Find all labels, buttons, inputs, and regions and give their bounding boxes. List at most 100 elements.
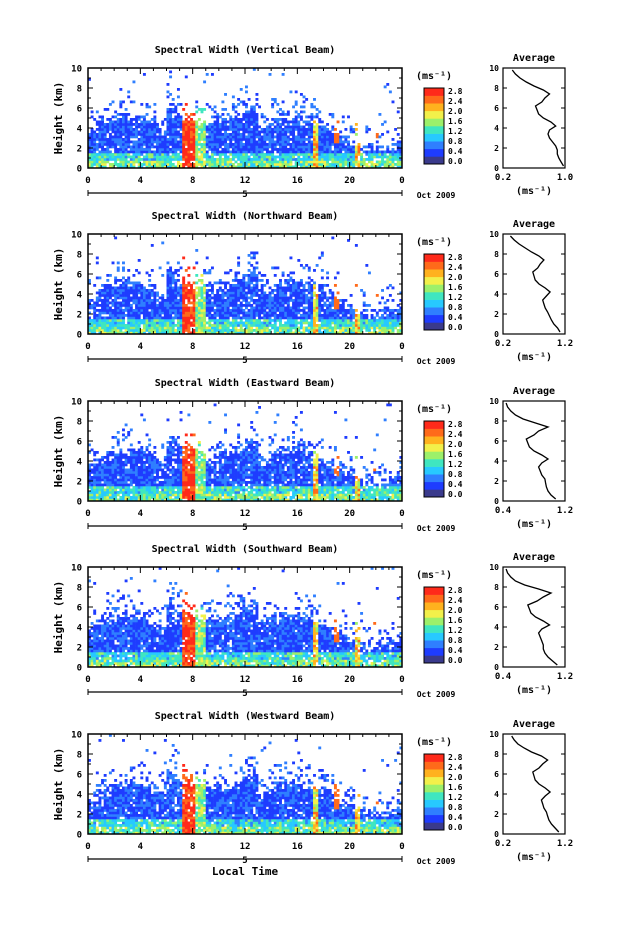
heatmap-cell <box>193 297 196 300</box>
heatmap-cell <box>169 111 172 114</box>
heatmap-cell <box>334 151 337 154</box>
heatmap-cell <box>167 299 170 302</box>
heatmap-cell <box>292 279 295 282</box>
heatmap-cell <box>386 327 389 330</box>
heatmap-cell <box>318 143 321 146</box>
heatmap-cell <box>266 329 269 332</box>
heatmap-cell <box>153 459 156 462</box>
heatmap-cell <box>127 143 130 146</box>
heatmap-cell <box>284 133 287 136</box>
heatmap-cell <box>214 146 217 149</box>
heatmap-cell <box>324 148 327 151</box>
heatmap-cell <box>321 138 324 141</box>
heatmap-cell <box>224 282 227 285</box>
heatmap-cell <box>384 153 387 156</box>
heatmap-cell <box>109 123 112 126</box>
heatmap-cell <box>276 143 279 146</box>
heatmap-cell <box>153 304 156 307</box>
heatmap-cell <box>255 158 258 161</box>
heatmap-cell <box>185 133 188 136</box>
heatmap-cell <box>125 153 128 156</box>
heatmap-cell <box>112 158 115 161</box>
heatmap-cell <box>229 284 232 287</box>
heatmap-cell <box>224 136 227 139</box>
heatmap-cell <box>258 106 261 109</box>
heatmap-cell <box>169 299 172 302</box>
heatmap-cell <box>93 466 96 469</box>
heatmap-cell <box>355 161 358 164</box>
heatmap-cell <box>316 133 319 136</box>
heatmap-cell <box>287 158 290 161</box>
heatmap-cell <box>381 329 384 332</box>
heatmap-cell <box>303 138 306 141</box>
heatmap-cell <box>198 304 201 307</box>
heatmap-cell <box>156 163 159 166</box>
heatmap-cell <box>174 312 177 315</box>
heatmap-cell <box>250 277 253 280</box>
heatmap-cell <box>169 123 172 126</box>
heatmap-cell <box>198 287 201 290</box>
heatmap-cell <box>117 136 120 139</box>
heatmap-cell <box>214 327 217 330</box>
heatmap-cell <box>122 434 125 437</box>
heatmap-cell <box>365 126 368 129</box>
heatmap-cell <box>269 73 272 76</box>
heatmap-cell <box>132 274 135 277</box>
heatmap-cell <box>274 98 277 101</box>
heatmap-cell <box>384 163 387 166</box>
heatmap-cell <box>339 163 342 166</box>
heatmap-cell <box>190 153 193 156</box>
heatmap-cell <box>381 161 384 164</box>
heatmap-cell <box>229 133 232 136</box>
heatmap-cell <box>93 148 96 151</box>
heatmap-cell <box>376 146 379 149</box>
heatmap-cell <box>185 128 188 131</box>
heatmap-cell <box>153 103 156 106</box>
heatmap-cell <box>255 277 258 280</box>
heatmap-cell <box>122 101 125 104</box>
heatmap-cell <box>237 126 240 129</box>
heatmap-cell <box>122 289 125 292</box>
heatmap-cell <box>271 156 274 159</box>
heatmap-cell <box>358 317 361 320</box>
heatmap-cell <box>324 292 327 295</box>
heatmap-cell <box>201 274 204 277</box>
heatmap-cell <box>235 151 238 154</box>
heatmap-cell <box>287 302 290 305</box>
x-tick-label: 0 <box>85 342 90 352</box>
heatmap-cell <box>180 158 183 161</box>
heatmap-cell <box>255 319 258 322</box>
heatmap-cell <box>180 319 183 322</box>
heatmap-cell <box>224 153 227 156</box>
heatmap-cell <box>376 156 379 159</box>
heatmap-cell <box>135 486 138 489</box>
heatmap-cell <box>125 161 128 164</box>
heatmap-cell <box>148 494 151 497</box>
heatmap-cell <box>324 133 327 136</box>
heatmap-cell <box>258 131 261 134</box>
heatmap-cell <box>195 153 198 156</box>
heatmap-cell <box>378 317 381 320</box>
heatmap-cell <box>235 294 238 297</box>
heatmap-cell <box>344 146 347 149</box>
heatmap-cell <box>394 158 397 161</box>
heatmap-cell <box>91 494 94 497</box>
heatmap-cell <box>96 121 99 124</box>
heatmap-cell <box>235 138 238 141</box>
heatmap-cell <box>274 307 277 310</box>
heatmap-cell <box>295 282 298 285</box>
heatmap-cell <box>140 307 143 310</box>
heatmap-cell <box>308 277 311 280</box>
heatmap-cell <box>313 138 316 141</box>
heatmap-cell <box>169 284 172 287</box>
heatmap-cell <box>271 98 274 101</box>
heatmap-cell <box>93 327 96 330</box>
heatmap-cell <box>274 143 277 146</box>
heatmap-cell <box>151 479 154 482</box>
heatmap-cell <box>101 307 104 310</box>
heatmap-cell <box>313 106 316 109</box>
heatmap-cell <box>112 128 115 131</box>
heatmap-cell <box>394 327 397 330</box>
heatmap-cell <box>114 481 117 484</box>
heatmap-cell <box>300 161 303 164</box>
